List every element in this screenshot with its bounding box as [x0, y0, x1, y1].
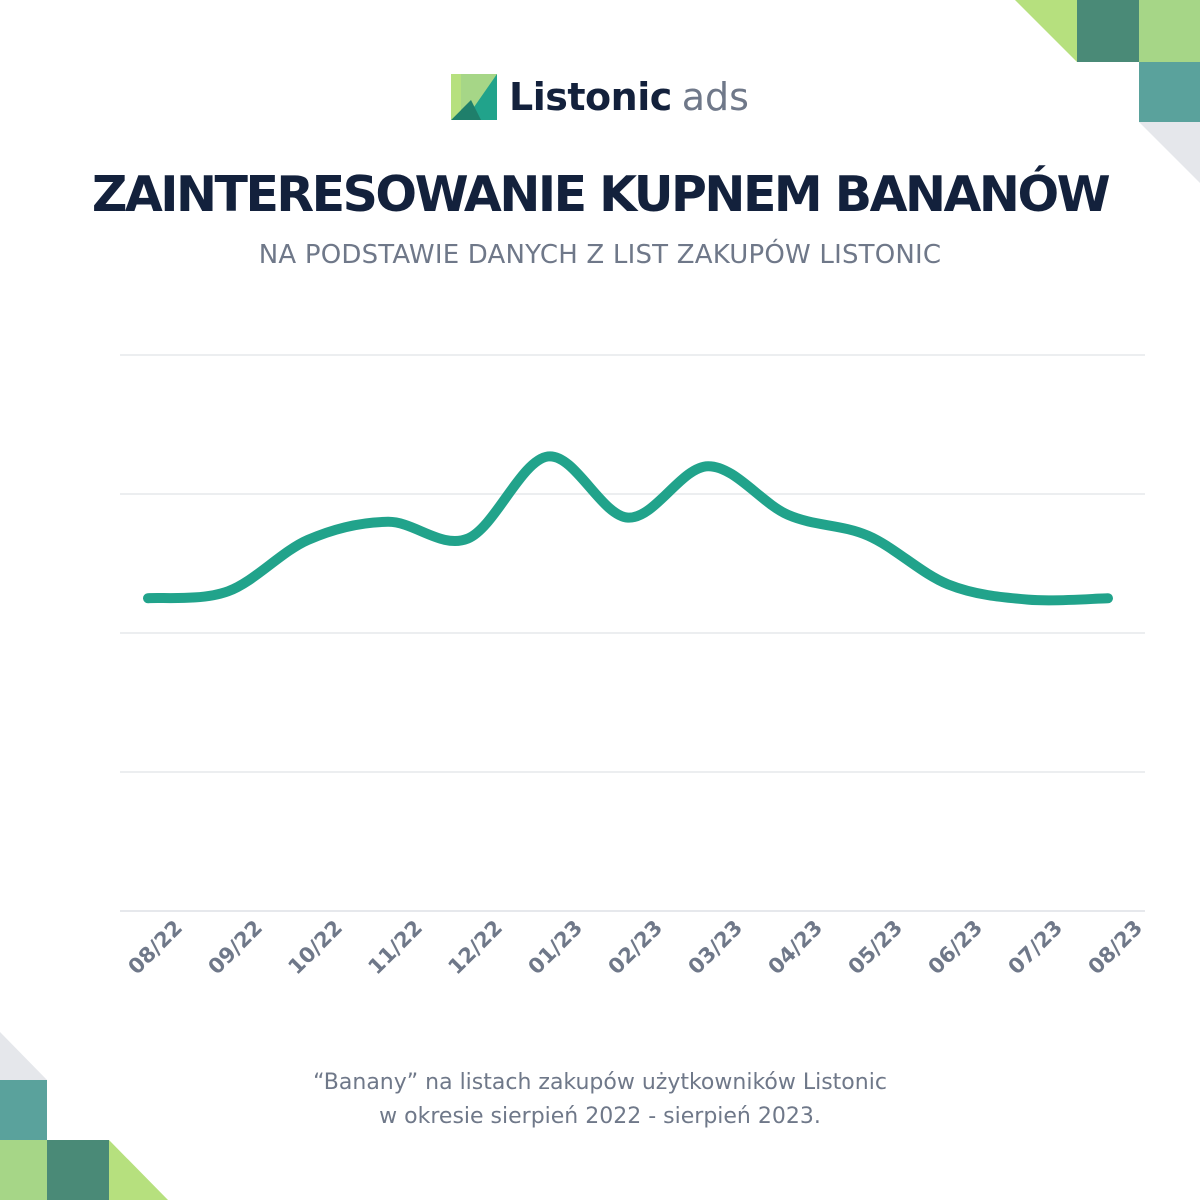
x-tick-label: 07/23 [1003, 915, 1067, 979]
chart-caption: “Banany” na listach zakupów użytkowników… [0, 1066, 1200, 1134]
series-line-banany [143, 451, 1113, 606]
x-tick-label: 12/22 [443, 915, 507, 979]
x-tick-label: 02/23 [603, 915, 667, 979]
page-subtitle: NA PODSTAWIE DANYCH Z LIST ZAKUPÓW LISTO… [258, 240, 942, 270]
x-tick-label: 11/22 [363, 915, 427, 979]
x-tick-label: 03/23 [683, 915, 747, 979]
chart-grid [120, 354, 1145, 912]
brand-logo: Listonic ads [0, 62, 1200, 132]
corner-decoration-bottom-left [0, 1032, 168, 1200]
listonic-logo-icon [451, 74, 498, 120]
x-tick-label: 10/22 [283, 915, 347, 979]
corner-decoration-top-right [1015, 0, 1200, 183]
x-tick-label: 09/22 [203, 915, 267, 979]
x-axis-tick-labels: 08/22 09/22 10/22 11/22 12/22 01/23 02/23 03/23… [123, 915, 1147, 979]
x-tick-label: 06/23 [923, 915, 987, 979]
brand-suffix: ads [681, 75, 749, 119]
x-tick-label: 01/23 [523, 915, 587, 979]
line-chart: 08/22 09/22 10/22 11/22 12/22 01/23 02/23 03/23… [120, 354, 1147, 979]
x-tick-label: 04/23 [763, 915, 827, 979]
brand-name: Listonic [509, 75, 672, 119]
x-tick-label: 08/22 [123, 915, 187, 979]
x-tick-label: 05/23 [843, 915, 907, 979]
caption-line-2: w okresie sierpień 2022 - sierpień 2023. [379, 1104, 821, 1129]
x-tick-label: 08/23 [1083, 915, 1147, 979]
page-title: ZAINTERESOWANIE KUPNEM BANANÓW [91, 166, 1111, 223]
caption-line-1: “Banany” na listach zakupów użytkowników… [313, 1070, 887, 1095]
